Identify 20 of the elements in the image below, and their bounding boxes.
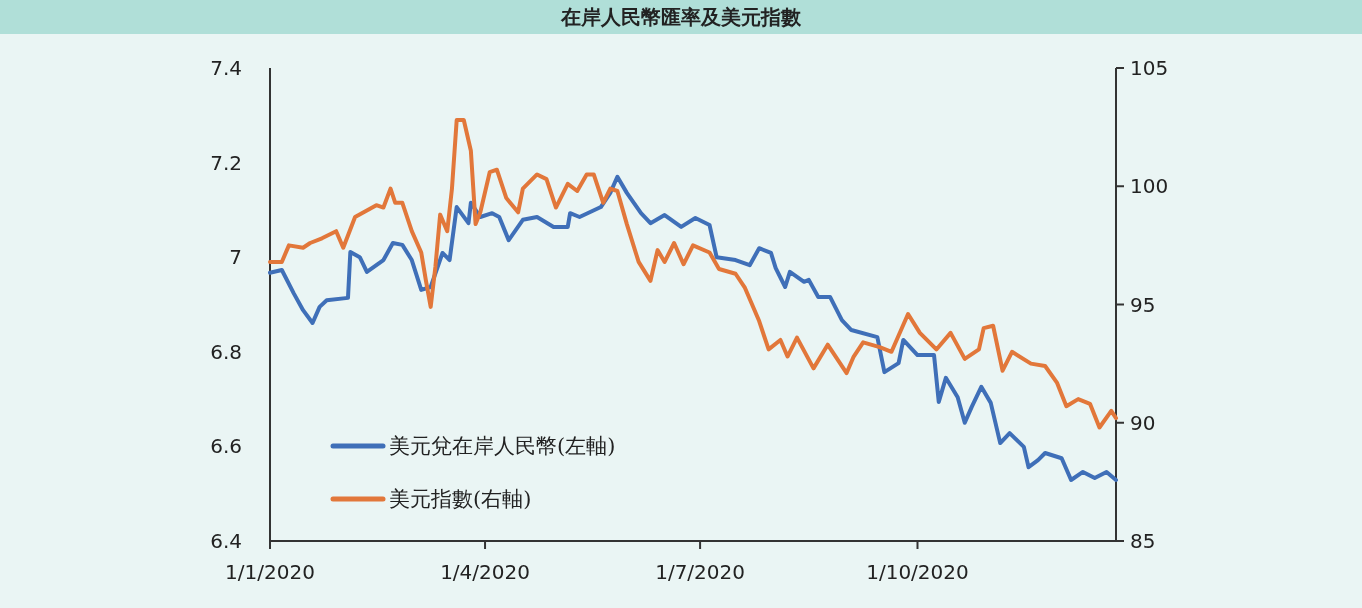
- y2-tick-label: 95: [1130, 292, 1156, 317]
- y-tick-label: 7.4: [210, 56, 242, 80]
- legend-label: 美元兌在岸人民幣(左軸): [389, 434, 616, 459]
- x-tick-label: 1/4/2020: [440, 560, 530, 584]
- chart-title: 在岸人民幣匯率及美元指數: [560, 5, 802, 29]
- x-tick-label: 1/10/2020: [866, 560, 969, 584]
- x-tick-label: 1/7/2020: [655, 560, 745, 584]
- y-tick-label: 6.4: [210, 529, 242, 553]
- y-tick-label: 6.6: [210, 434, 242, 459]
- y-tick-label: 7: [229, 245, 242, 270]
- x-tick-label: 1/1/2020: [225, 560, 315, 584]
- y2-tick-label: 100: [1130, 174, 1169, 199]
- y2-tick-label: 105: [1130, 56, 1169, 80]
- line-series: [268, 174, 1118, 482]
- y-tick-label: 6.8: [210, 339, 242, 364]
- y-tick-label: 7.2: [210, 150, 242, 175]
- y2-tick-label: 90: [1130, 410, 1156, 435]
- y2-tick-label: 85: [1130, 529, 1156, 553]
- line-series: [268, 118, 1118, 430]
- legend-label: 美元指數(右軸): [389, 487, 532, 512]
